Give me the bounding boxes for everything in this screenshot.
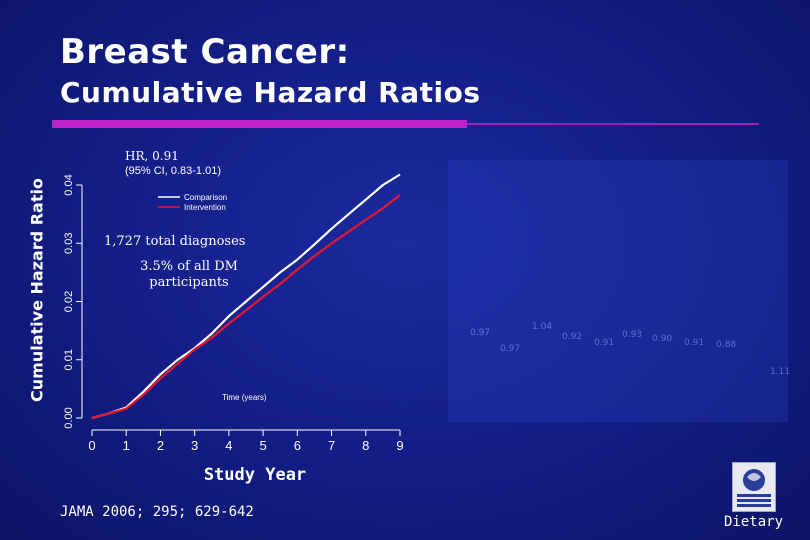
background-number: 0.97 xyxy=(500,344,521,354)
x-axis-title: Study Year xyxy=(203,465,307,485)
whi-logo-icon xyxy=(737,469,771,507)
slide-title-line2: Cumulative Hazard Ratios xyxy=(60,76,481,109)
chart-subtitle: (95% CI, 0.83-1.01) xyxy=(125,165,221,177)
slide-title-line1: Breast Cancer: xyxy=(60,32,350,72)
footer-label: Dietary xyxy=(724,514,784,530)
chart-series xyxy=(91,173,401,420)
x-tick-label: 1 xyxy=(123,438,130,453)
y-tick-label: 0.01 xyxy=(63,349,75,370)
x-tick-label: 9 xyxy=(396,438,403,453)
chart-axes: 0.00 0.01 0.02 0.03 0.04 0 1 2 3 4 5 6 7 8 9 xyxy=(63,174,404,453)
x-tick-label: 7 xyxy=(328,438,335,453)
background-number: 0.91 xyxy=(684,338,705,348)
background-number: 0.88 xyxy=(716,340,737,350)
y-tick-label: 0.00 xyxy=(63,407,75,428)
legend-label-comparison: Comparison xyxy=(184,193,227,202)
chart-title: HR, 0.91 xyxy=(125,149,179,163)
title-rule-thin xyxy=(467,123,759,125)
whi-logo xyxy=(732,462,776,512)
background-number: 0.93 xyxy=(622,330,643,340)
background-number: 0.91 xyxy=(594,338,615,348)
series-line-comparison xyxy=(91,173,401,420)
background-number: 0.90 xyxy=(652,334,673,344)
x-tick-label: 0 xyxy=(88,438,95,453)
legend-label-intervention: Intervention xyxy=(184,203,226,212)
y-tick-label: 0.02 xyxy=(63,291,75,312)
annotation-percent-line1: 3.5% of all DM xyxy=(140,259,238,274)
y-tick-label: 0.04 xyxy=(63,174,75,195)
background-number: 1.11 xyxy=(770,367,791,377)
y-tick-label: 0.03 xyxy=(63,233,75,254)
inner-x-axis-label: Time (years) xyxy=(222,393,267,402)
series-line-intervention xyxy=(91,194,401,420)
x-tick-label: 4 xyxy=(225,438,232,453)
x-tick-label: 2 xyxy=(157,438,164,453)
annotation-diagnoses: 1,727 total diagnoses xyxy=(104,234,245,249)
background-number: 0.97 xyxy=(470,328,491,338)
background-forest-plot-panel xyxy=(448,160,788,422)
annotation-percent-line2: participants xyxy=(149,275,228,290)
x-tick-label: 5 xyxy=(259,438,266,453)
background-number: 0.92 xyxy=(562,332,583,342)
title-rule-thick xyxy=(52,120,467,128)
x-tick-label: 8 xyxy=(362,438,369,453)
x-tick-label: 6 xyxy=(294,438,301,453)
citation: JAMA 2006; 295; 629-642 xyxy=(60,504,254,520)
x-tick-label: 3 xyxy=(191,438,198,453)
background-number: 1.04 xyxy=(532,322,553,332)
